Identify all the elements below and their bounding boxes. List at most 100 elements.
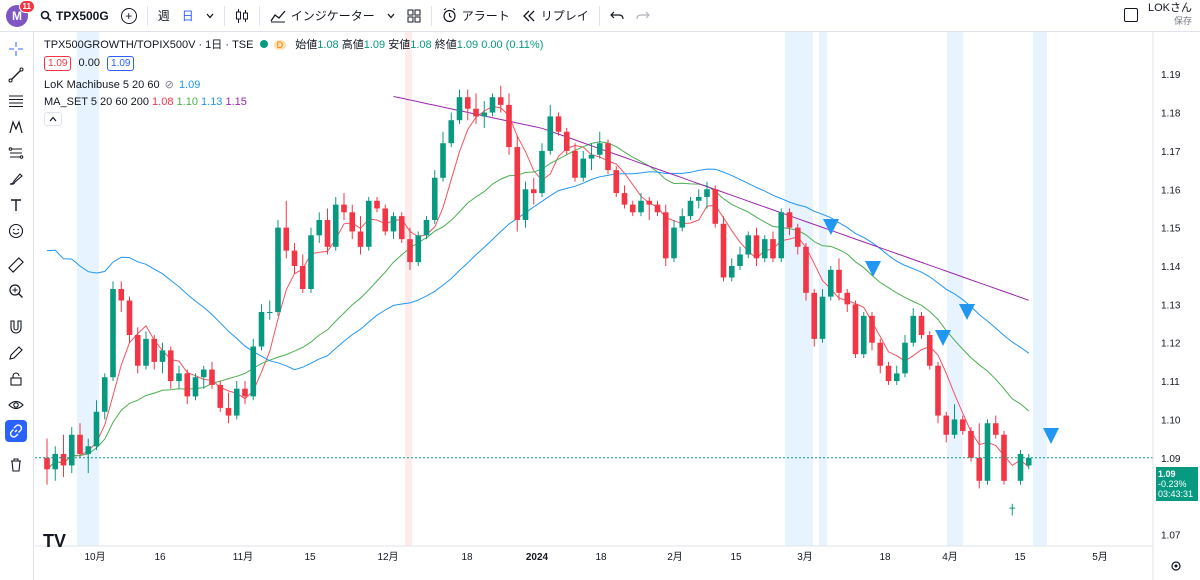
candle-body (283, 227, 290, 251)
pattern-tool[interactable] (5, 116, 27, 138)
settings-button[interactable] (1170, 560, 1182, 575)
candle-body (951, 419, 958, 435)
candle-body (225, 407, 232, 416)
price-tick-label: 1.17 (1161, 147, 1181, 158)
bid-value[interactable]: 1.09 (44, 56, 72, 71)
trend-line-tool[interactable] (5, 64, 27, 86)
ask-value[interactable]: 1.09 (107, 56, 135, 71)
last-change: -0.23% (1158, 479, 1187, 489)
checkbox[interactable] (1123, 8, 1138, 22)
close-value: 1.09 (456, 39, 479, 51)
candle-body (390, 216, 397, 232)
chevron-down-icon (387, 13, 395, 18)
top-toolbar: M 11 TPX500G + 週 日 インジケーター アラート リプレイ (0, 0, 1200, 32)
candles-icon (235, 8, 248, 23)
magnet-tool[interactable] (5, 316, 27, 338)
indicator-legend-2[interactable]: MA_SET 5 20 60 200 1.08 1.10 1.13 1.15 (44, 96, 247, 108)
time-tick-label: 5月 (1092, 551, 1108, 563)
crosshair-icon (9, 42, 23, 56)
candle-body (77, 434, 83, 454)
candle-body (143, 338, 149, 366)
candle-body (547, 116, 554, 151)
indicator-2-name: MA_SET 5 20 60 200 (44, 96, 149, 108)
candle-body (646, 200, 653, 205)
candle-body (250, 346, 257, 397)
indicators-dropdown[interactable] (381, 0, 401, 32)
chart-type-button[interactable] (229, 0, 255, 32)
delay-badge: D (273, 40, 287, 50)
candle-body (357, 231, 364, 247)
ruler-tool[interactable] (5, 254, 27, 276)
candle-body (860, 315, 867, 355)
crosshair-tool[interactable] (5, 38, 27, 60)
alert-label: アラート (461, 9, 510, 23)
brush-tool[interactable] (5, 168, 27, 190)
candle-body (341, 204, 347, 213)
indicator-legend-1[interactable]: LoK Machibuse 5 20 60 ⊘ 1.09 (44, 78, 200, 91)
divider (223, 5, 225, 26)
candle-body (217, 384, 224, 408)
alert-button[interactable]: アラート (436, 0, 516, 32)
candle-body (101, 377, 108, 412)
lock-tool[interactable] (5, 368, 27, 390)
price-tick-label: 1.19 (1161, 70, 1181, 81)
grid-icon (407, 9, 421, 22)
replay-label: リプレイ (540, 9, 589, 23)
candle-body (68, 434, 75, 466)
fib-tool[interactable] (5, 90, 27, 112)
alarm-icon (443, 8, 456, 23)
candle-body (555, 116, 562, 132)
time-tick-label: 10月 (84, 551, 105, 563)
compare-symbol-button[interactable]: + (115, 0, 143, 32)
low-label: 安値 (388, 39, 411, 51)
candle-body (374, 200, 380, 209)
user-avatar[interactable]: M 11 (6, 0, 35, 27)
price-tick-label: 1.09 (1161, 454, 1181, 465)
price-chart[interactable]: 1.19 1.18 1.17 1.16 1.15 1.14 1.13 1.12 1.11 1.10… (35, 32, 1200, 580)
replay-button[interactable]: リプレイ (516, 0, 595, 32)
user-menu[interactable]: LOKさん 保存 (1148, 2, 1192, 28)
candle-body (365, 200, 372, 247)
notification-badge: 11 (18, 0, 35, 13)
divider (258, 5, 260, 26)
candle-body (720, 223, 727, 278)
candle-body (522, 189, 529, 220)
candle-body (489, 97, 496, 113)
candle-body (407, 239, 413, 263)
stay-drawing-tool[interactable] (5, 342, 27, 364)
interval-week-label: 週 (157, 9, 170, 23)
text-tool[interactable] (5, 194, 27, 216)
candle-body (134, 335, 141, 366)
symbol-legend: TPX500GROWTH/TOPIX500V · 1日 · TSE D 始値1.… (44, 36, 543, 52)
candle-body (233, 388, 240, 416)
ma5-value: 1.08 (152, 96, 174, 108)
emoji-tool[interactable] (5, 220, 27, 242)
undo-button[interactable] (604, 0, 630, 32)
candle-body (613, 170, 620, 194)
indicators-button[interactable]: インジケーター (264, 0, 381, 32)
interval-day-button[interactable]: 日 (176, 0, 200, 32)
collapse-legend-button[interactable] (44, 112, 62, 126)
sync-drawing-tool[interactable] (5, 420, 27, 442)
brush-icon (9, 173, 23, 185)
indicator-icon (270, 10, 286, 22)
layout-button[interactable] (401, 0, 427, 32)
interval-dropdown[interactable] (200, 0, 220, 32)
candle-body (943, 415, 950, 435)
candle-body (728, 265, 735, 278)
sell-signal-marker (823, 219, 839, 235)
zoom-tool[interactable] (5, 280, 27, 302)
time-tick-label: 15 (304, 552, 316, 563)
delete-tool[interactable] (5, 454, 27, 476)
symbol-search-button[interactable]: TPX500G (34, 0, 115, 32)
zoom-in-icon (9, 284, 23, 298)
forecast-tool[interactable] (5, 142, 27, 164)
candle-body (506, 104, 512, 148)
candle-body (621, 193, 628, 205)
interval-week-button[interactable]: 週 (152, 0, 176, 32)
time-tick-label: 18 (461, 552, 473, 563)
candle-body (299, 265, 306, 289)
redo-button[interactable] (630, 0, 656, 32)
candle-body (308, 235, 314, 289)
visibility-tool[interactable] (5, 394, 27, 416)
